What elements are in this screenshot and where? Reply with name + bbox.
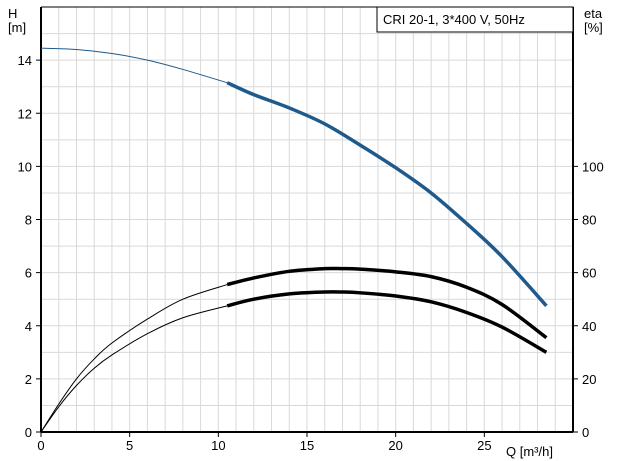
y-left-tick-label: 0 [25,425,32,440]
y-left-unit: [m] [8,20,26,35]
y-left-tick-labels: 0 2 4 6 8 10 12 14 [18,53,41,440]
series-0-line-thin [40,47,228,84]
legend-box [376,6,574,33]
x-tick-labels: 0 5 10 15 20 25 [37,432,492,453]
y-left-tick-label: 8 [25,213,32,228]
x-tick-label: 0 [37,438,44,453]
y-right-unit: [%] [584,20,603,35]
grid [41,7,573,432]
series [40,47,548,433]
y-right-tick-label: 40 [582,319,596,334]
y-right-title: eta [584,6,603,21]
series-0-line-bold [226,81,548,308]
y-left-tick-label: 2 [25,372,32,387]
x-tick-label: 20 [388,438,402,453]
y-left-tick-label: 4 [25,319,32,334]
x-axis-title: Q [m³/h] [506,444,553,459]
y-right-tick-label: 60 [582,266,596,281]
x-tick-label: 25 [477,438,491,453]
series-1-line-thin [40,284,228,433]
series-2-line-bold [226,290,548,354]
y-left-tick-label: 10 [18,159,32,174]
y-right-tick-label: 20 [582,372,596,387]
y-right-tick-label: 0 [582,425,589,440]
legend-box-text: CRI 20-1, 3*400 V, 50Hz [383,12,525,27]
y-right-tick-label: 80 [582,213,596,228]
x-tick-label: 15 [300,438,314,453]
y-right-tick-label: 100 [582,159,604,174]
x-tick-label: 10 [211,438,225,453]
series-2-line-thin [40,305,228,433]
y-right-tick-labels: 0 20 40 60 80 100 [573,159,604,440]
x-tick-label: 5 [126,438,133,453]
y-left-tick-label: 12 [18,106,32,121]
y-left-title: H [8,6,17,21]
y-left-tick-label: 6 [25,266,32,281]
y-left-tick-label: 14 [18,53,32,68]
series-1-line-bold [226,266,548,340]
